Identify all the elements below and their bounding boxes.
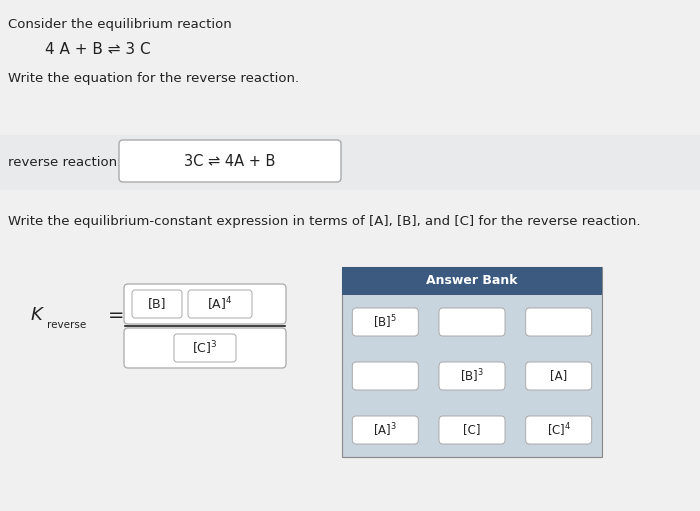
Text: [A]$^4$: [A]$^4$ [207,295,232,313]
FancyBboxPatch shape [132,290,182,318]
Text: Answer Bank: Answer Bank [426,274,518,288]
Text: [C]: [C] [463,424,481,436]
FancyBboxPatch shape [124,328,286,368]
FancyBboxPatch shape [124,284,286,324]
Text: 3C ⇌ 4A + B: 3C ⇌ 4A + B [184,153,276,169]
Bar [342,267,602,457]
Text: [A]$^3$: [A]$^3$ [373,421,398,439]
FancyBboxPatch shape [526,362,592,390]
FancyBboxPatch shape [188,290,252,318]
Text: Write the equation for the reverse reaction.: Write the equation for the reverse react… [8,72,299,85]
FancyBboxPatch shape [439,308,505,336]
FancyBboxPatch shape [526,416,592,444]
Text: [B]$^3$: [B]$^3$ [460,367,484,385]
Text: [C]$^3$: [C]$^3$ [193,339,218,357]
FancyBboxPatch shape [526,308,592,336]
Text: [C]$^4$: [C]$^4$ [547,421,570,439]
Text: Write the equilibrium-constant expression in terms of [A], [B], and [C] for the : Write the equilibrium-constant expressio… [8,215,641,228]
Bar [342,267,602,295]
FancyBboxPatch shape [119,140,341,182]
FancyBboxPatch shape [352,362,419,390]
FancyBboxPatch shape [439,362,505,390]
FancyBboxPatch shape [352,416,419,444]
Text: reverse reaction:: reverse reaction: [8,156,122,170]
FancyBboxPatch shape [352,308,419,336]
Text: reverse: reverse [47,320,86,330]
Text: [B]$^5$: [B]$^5$ [373,313,398,331]
Text: =: = [108,306,125,324]
Bar [0,135,700,190]
FancyBboxPatch shape [439,416,505,444]
FancyBboxPatch shape [174,334,236,362]
Text: [A]: [A] [550,369,567,383]
Text: 4 A + B ⇌ 3 C: 4 A + B ⇌ 3 C [45,42,150,57]
Text: [B]: [B] [148,297,167,311]
Text: $K$: $K$ [30,306,45,324]
Text: Consider the equilibrium reaction: Consider the equilibrium reaction [8,18,232,31]
